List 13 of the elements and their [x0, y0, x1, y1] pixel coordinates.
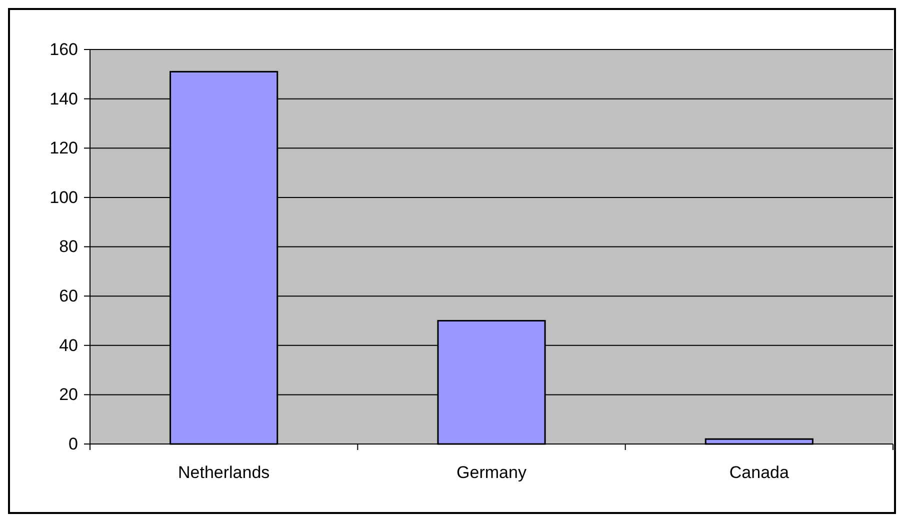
y-tick-label: 100	[50, 188, 78, 207]
y-tick-label: 140	[50, 89, 78, 108]
x-tick-label: Germany	[456, 463, 527, 482]
y-tick-label: 20	[59, 385, 78, 404]
x-tick-label: Netherlands	[178, 463, 270, 482]
bar	[704, 438, 814, 445]
y-tick-label: 120	[50, 138, 78, 158]
x-tick-label: Canada	[729, 463, 790, 482]
y-tick-label: 60	[59, 286, 78, 306]
y-tick-label: 160	[50, 40, 78, 59]
y-tick-label: 80	[59, 237, 78, 256]
y-tick-label: 40	[59, 336, 78, 355]
y-tick-label: 0	[68, 434, 78, 454]
